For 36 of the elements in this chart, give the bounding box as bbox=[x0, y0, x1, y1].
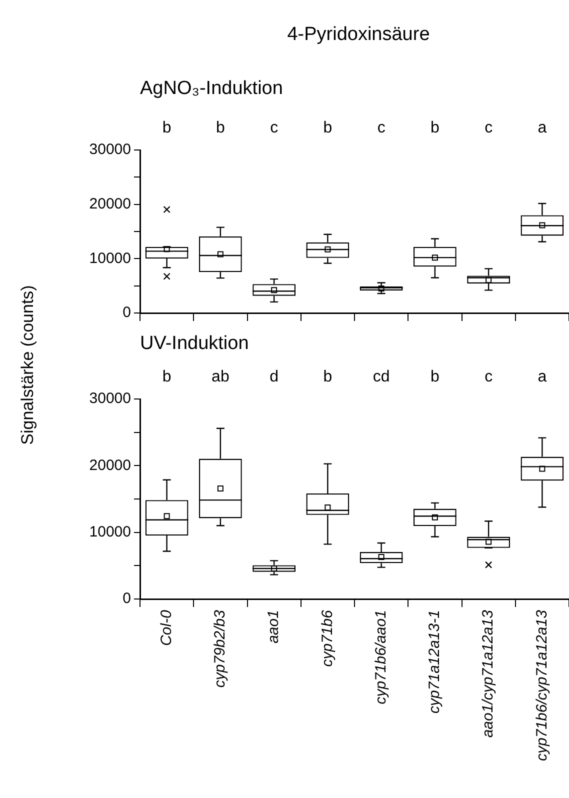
x-tick-label: cyp71b6 bbox=[318, 609, 336, 667]
y-tick-label: 30000 bbox=[89, 141, 131, 158]
text: b bbox=[162, 368, 172, 386]
x-tick-label: cyp71b6/aao1 bbox=[372, 610, 390, 704]
text: b bbox=[323, 368, 332, 386]
y-tick-label: 10000 bbox=[89, 524, 131, 540]
text: cd bbox=[372, 368, 390, 386]
text: a bbox=[538, 119, 547, 136]
chart-title: UV-Induktion bbox=[140, 333, 249, 354]
x-tick-label: cyp79b2/b3 bbox=[212, 609, 229, 688]
text: b bbox=[430, 119, 440, 136]
y-tick-label: 20000 bbox=[89, 195, 131, 212]
text: c bbox=[270, 119, 278, 136]
text: c bbox=[484, 119, 493, 136]
y-tick-label: 20000 bbox=[89, 456, 131, 474]
y-tick-label: 30000 bbox=[89, 390, 131, 408]
x-tick-label: cyp71a12a13-1 bbox=[426, 610, 444, 714]
x-tick-label: Col-0 bbox=[158, 609, 175, 646]
y-tick-label: 0 bbox=[122, 304, 131, 322]
text: b bbox=[216, 119, 225, 136]
text: b bbox=[323, 119, 332, 136]
text: d bbox=[270, 368, 279, 386]
text: c bbox=[377, 119, 386, 136]
y-tick-label: 0 bbox=[122, 590, 131, 608]
x-tick-label: aao1/cyp71a12a13 bbox=[480, 609, 497, 738]
x-tick-label: aao1 bbox=[265, 610, 282, 644]
y-axis-title: Signalstärke (counts) bbox=[18, 285, 38, 445]
chart-title: 4-Pyridoxinsäure bbox=[286, 23, 431, 47]
text: b bbox=[430, 368, 440, 386]
text: a bbox=[538, 368, 547, 386]
text: b bbox=[162, 119, 172, 136]
text: c bbox=[484, 368, 493, 386]
x-tick-label: cyp71b6/cyp71a12a13 bbox=[533, 609, 550, 762]
text: ab bbox=[212, 368, 230, 386]
y-tick-label: 10000 bbox=[89, 250, 131, 267]
chart-subtitle: AgNO₃-Induktion bbox=[139, 77, 284, 101]
